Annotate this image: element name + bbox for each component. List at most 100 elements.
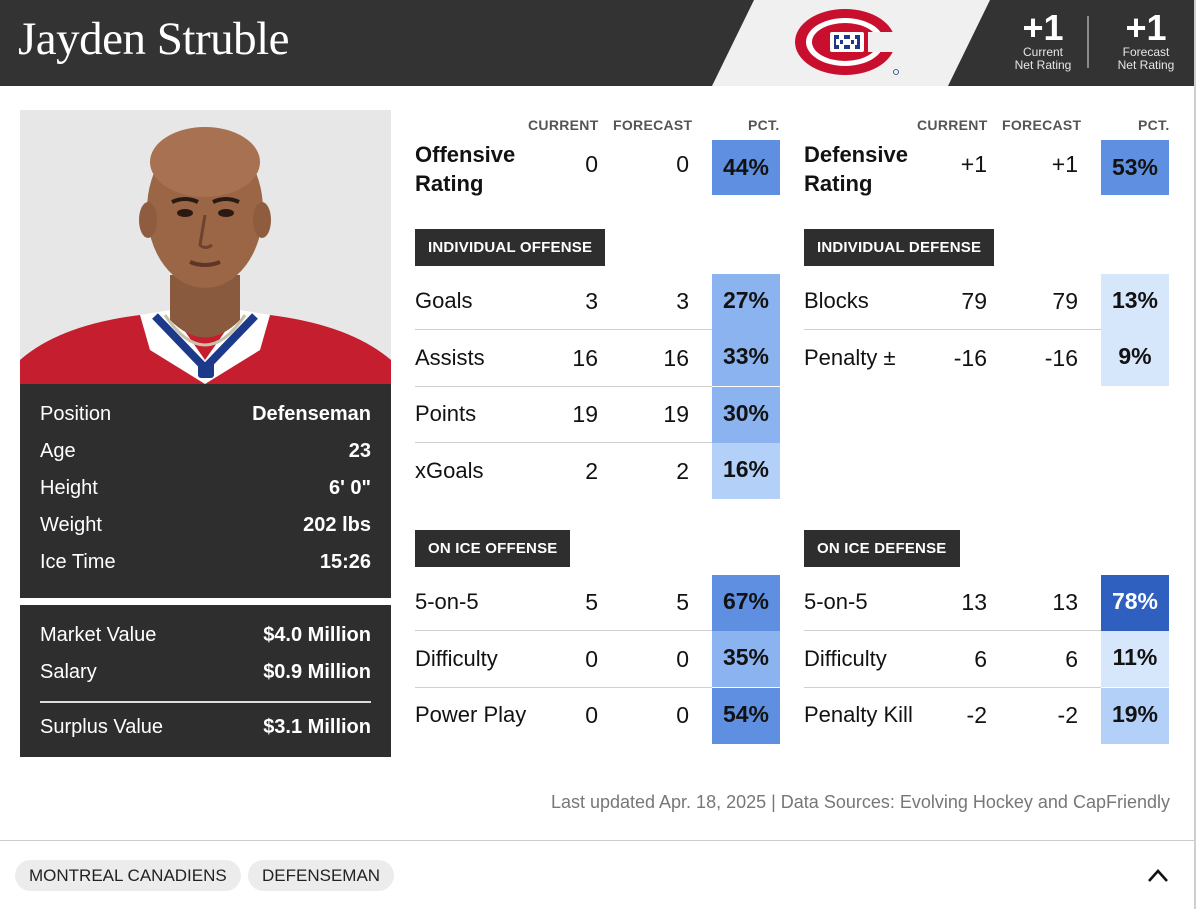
- table-row-label: Blocks: [804, 288, 869, 313]
- on-ice-offense-label: ON ICE OFFENSE: [415, 530, 571, 567]
- table-row-forecast: 13: [1052, 589, 1078, 615]
- offensive-rating-forecast: 0: [676, 151, 689, 177]
- table-row-pct: 30%: [712, 387, 780, 443]
- info-row-age: Age 23: [40, 433, 371, 470]
- forecast-net-rating-label-1: Forecast: [1122, 45, 1170, 59]
- table-row-current: 0: [585, 646, 598, 672]
- player-info-panel: Position Defenseman Age 23 Height 6' 0" …: [20, 384, 391, 598]
- table-row-current: 19: [572, 401, 598, 427]
- row-divider: [804, 630, 1101, 631]
- info-value: 15:26: [319, 551, 371, 573]
- row-divider: [804, 687, 1101, 688]
- table-row-current: 0: [585, 702, 598, 728]
- offensive-rating-title-2: Rating: [415, 171, 484, 196]
- rating-divider: [1087, 16, 1089, 68]
- defensive-rating-pct: 53%: [1101, 140, 1169, 195]
- player-headshot: [20, 110, 391, 384]
- player-name: Jayden Struble: [18, 13, 290, 65]
- table-row-current: 5: [585, 589, 598, 615]
- info-value: 6' 0": [328, 477, 371, 499]
- table-row-forecast: 5: [676, 589, 689, 615]
- info-row-ice-time: Ice Time 15:26: [40, 544, 371, 581]
- footer-divider: [0, 840, 1194, 841]
- market-value-row: Market Value $4.0 Million: [40, 617, 371, 654]
- offensive-rating-title: Offensive Rating: [415, 140, 515, 198]
- table-row-label: Power Play: [415, 702, 527, 727]
- row-divider: [415, 630, 712, 631]
- individual-offense-label: INDIVIDUAL OFFENSE: [415, 229, 606, 266]
- surplus-value-row: Surplus Value $3.1 Million: [40, 709, 371, 746]
- tag-team[interactable]: MONTREAL CANADIENS: [15, 860, 241, 891]
- info-value: Defenseman: [252, 403, 371, 425]
- table-row-current: -2: [966, 702, 987, 728]
- defensive-rating-title-1: Defensive: [804, 142, 908, 167]
- table-row-label: 5-on-5: [415, 589, 479, 614]
- table-row-current: 79: [961, 288, 987, 314]
- table-row-pct: 13%: [1101, 274, 1169, 330]
- page-edge-rule: [1194, 0, 1196, 909]
- defensive-rating-forecast: +1: [1051, 151, 1078, 177]
- table-row-label: Goals: [415, 288, 473, 313]
- tag-position[interactable]: DEFENSEMAN: [248, 860, 395, 891]
- info-label: Weight: [40, 514, 102, 536]
- table-row-forecast: 16: [663, 345, 689, 371]
- table-row-forecast: 2: [676, 458, 689, 484]
- offense-col-current: CURRENT: [528, 117, 599, 133]
- table-row-pct: 16%: [712, 443, 780, 499]
- table-row-current: 2: [585, 458, 598, 484]
- table-row-forecast: 6: [1065, 646, 1078, 672]
- table-row-forecast: -16: [1044, 345, 1078, 371]
- table-row-label: Points: [415, 401, 477, 426]
- table-row-pct: 35%: [712, 631, 780, 687]
- table-row-label: Penalty Kill: [804, 702, 913, 727]
- defense-col-pct: PCT.: [1138, 117, 1170, 133]
- table-row-current: 16: [572, 345, 598, 371]
- current-net-rating: +1 Current Net Rating: [998, 10, 1088, 72]
- defensive-rating-title: Defensive Rating: [804, 140, 908, 198]
- table-row-current: 6: [974, 646, 987, 672]
- defensive-rating-current: +1: [960, 151, 987, 177]
- table-row-pct: 9%: [1101, 330, 1169, 386]
- row-divider: [415, 687, 712, 688]
- market-value-label: Market Value: [40, 624, 157, 646]
- table-row-forecast: 0: [676, 646, 689, 672]
- table-row-forecast: 0: [676, 702, 689, 728]
- info-value: 202 lbs: [303, 514, 371, 536]
- info-row-weight: Weight 202 lbs: [40, 507, 371, 544]
- table-row-current: 13: [961, 589, 987, 615]
- table-row-pct: 78%: [1101, 575, 1169, 631]
- table-row-label: Assists: [415, 345, 485, 370]
- salary-value: $0.9 Million: [263, 661, 371, 683]
- player-header: Jayden Struble: [0, 0, 1194, 86]
- table-row-pct: 27%: [712, 274, 780, 330]
- row-divider: [415, 329, 712, 330]
- info-row-height: Height 6' 0": [40, 470, 371, 507]
- info-row-position: Position Defenseman: [40, 396, 371, 433]
- table-row-pct: 11%: [1101, 631, 1169, 687]
- table-row-forecast: 19: [663, 401, 689, 427]
- current-net-rating-label-1: Current: [1022, 45, 1063, 59]
- table-row-forecast: 79: [1052, 288, 1078, 314]
- offensive-rating-title-1: Offensive: [415, 142, 516, 167]
- montreal-canadiens-logo-icon: [795, 9, 902, 75]
- market-value: $4.0 Million: [263, 624, 371, 646]
- table-row-pct: 19%: [1101, 688, 1169, 744]
- info-value: 23: [348, 440, 371, 462]
- defense-col-current: CURRENT: [917, 117, 988, 133]
- info-label: Ice Time: [40, 551, 116, 573]
- table-row-pct: 54%: [712, 688, 780, 744]
- current-net-rating-value: +1: [1022, 7, 1064, 48]
- offensive-rating-pct: 44%: [712, 140, 780, 195]
- defensive-rating-title-2: Rating: [804, 171, 873, 196]
- table-row-forecast: -2: [1057, 702, 1078, 728]
- chevron-up-icon[interactable]: [1146, 866, 1170, 884]
- info-label: Age: [40, 440, 76, 462]
- table-row-label: Penalty ±: [804, 345, 896, 370]
- info-label: Height: [40, 477, 98, 499]
- data-source-note: Last updated Apr. 18, 2025 | Data Source…: [550, 792, 1170, 812]
- offense-col-forecast: FORECAST: [613, 117, 693, 133]
- table-row-forecast: 3: [676, 288, 689, 314]
- table-row-pct: 67%: [712, 575, 780, 631]
- player-headshot-image: [20, 127, 391, 384]
- table-row-label: Difficulty: [804, 646, 887, 671]
